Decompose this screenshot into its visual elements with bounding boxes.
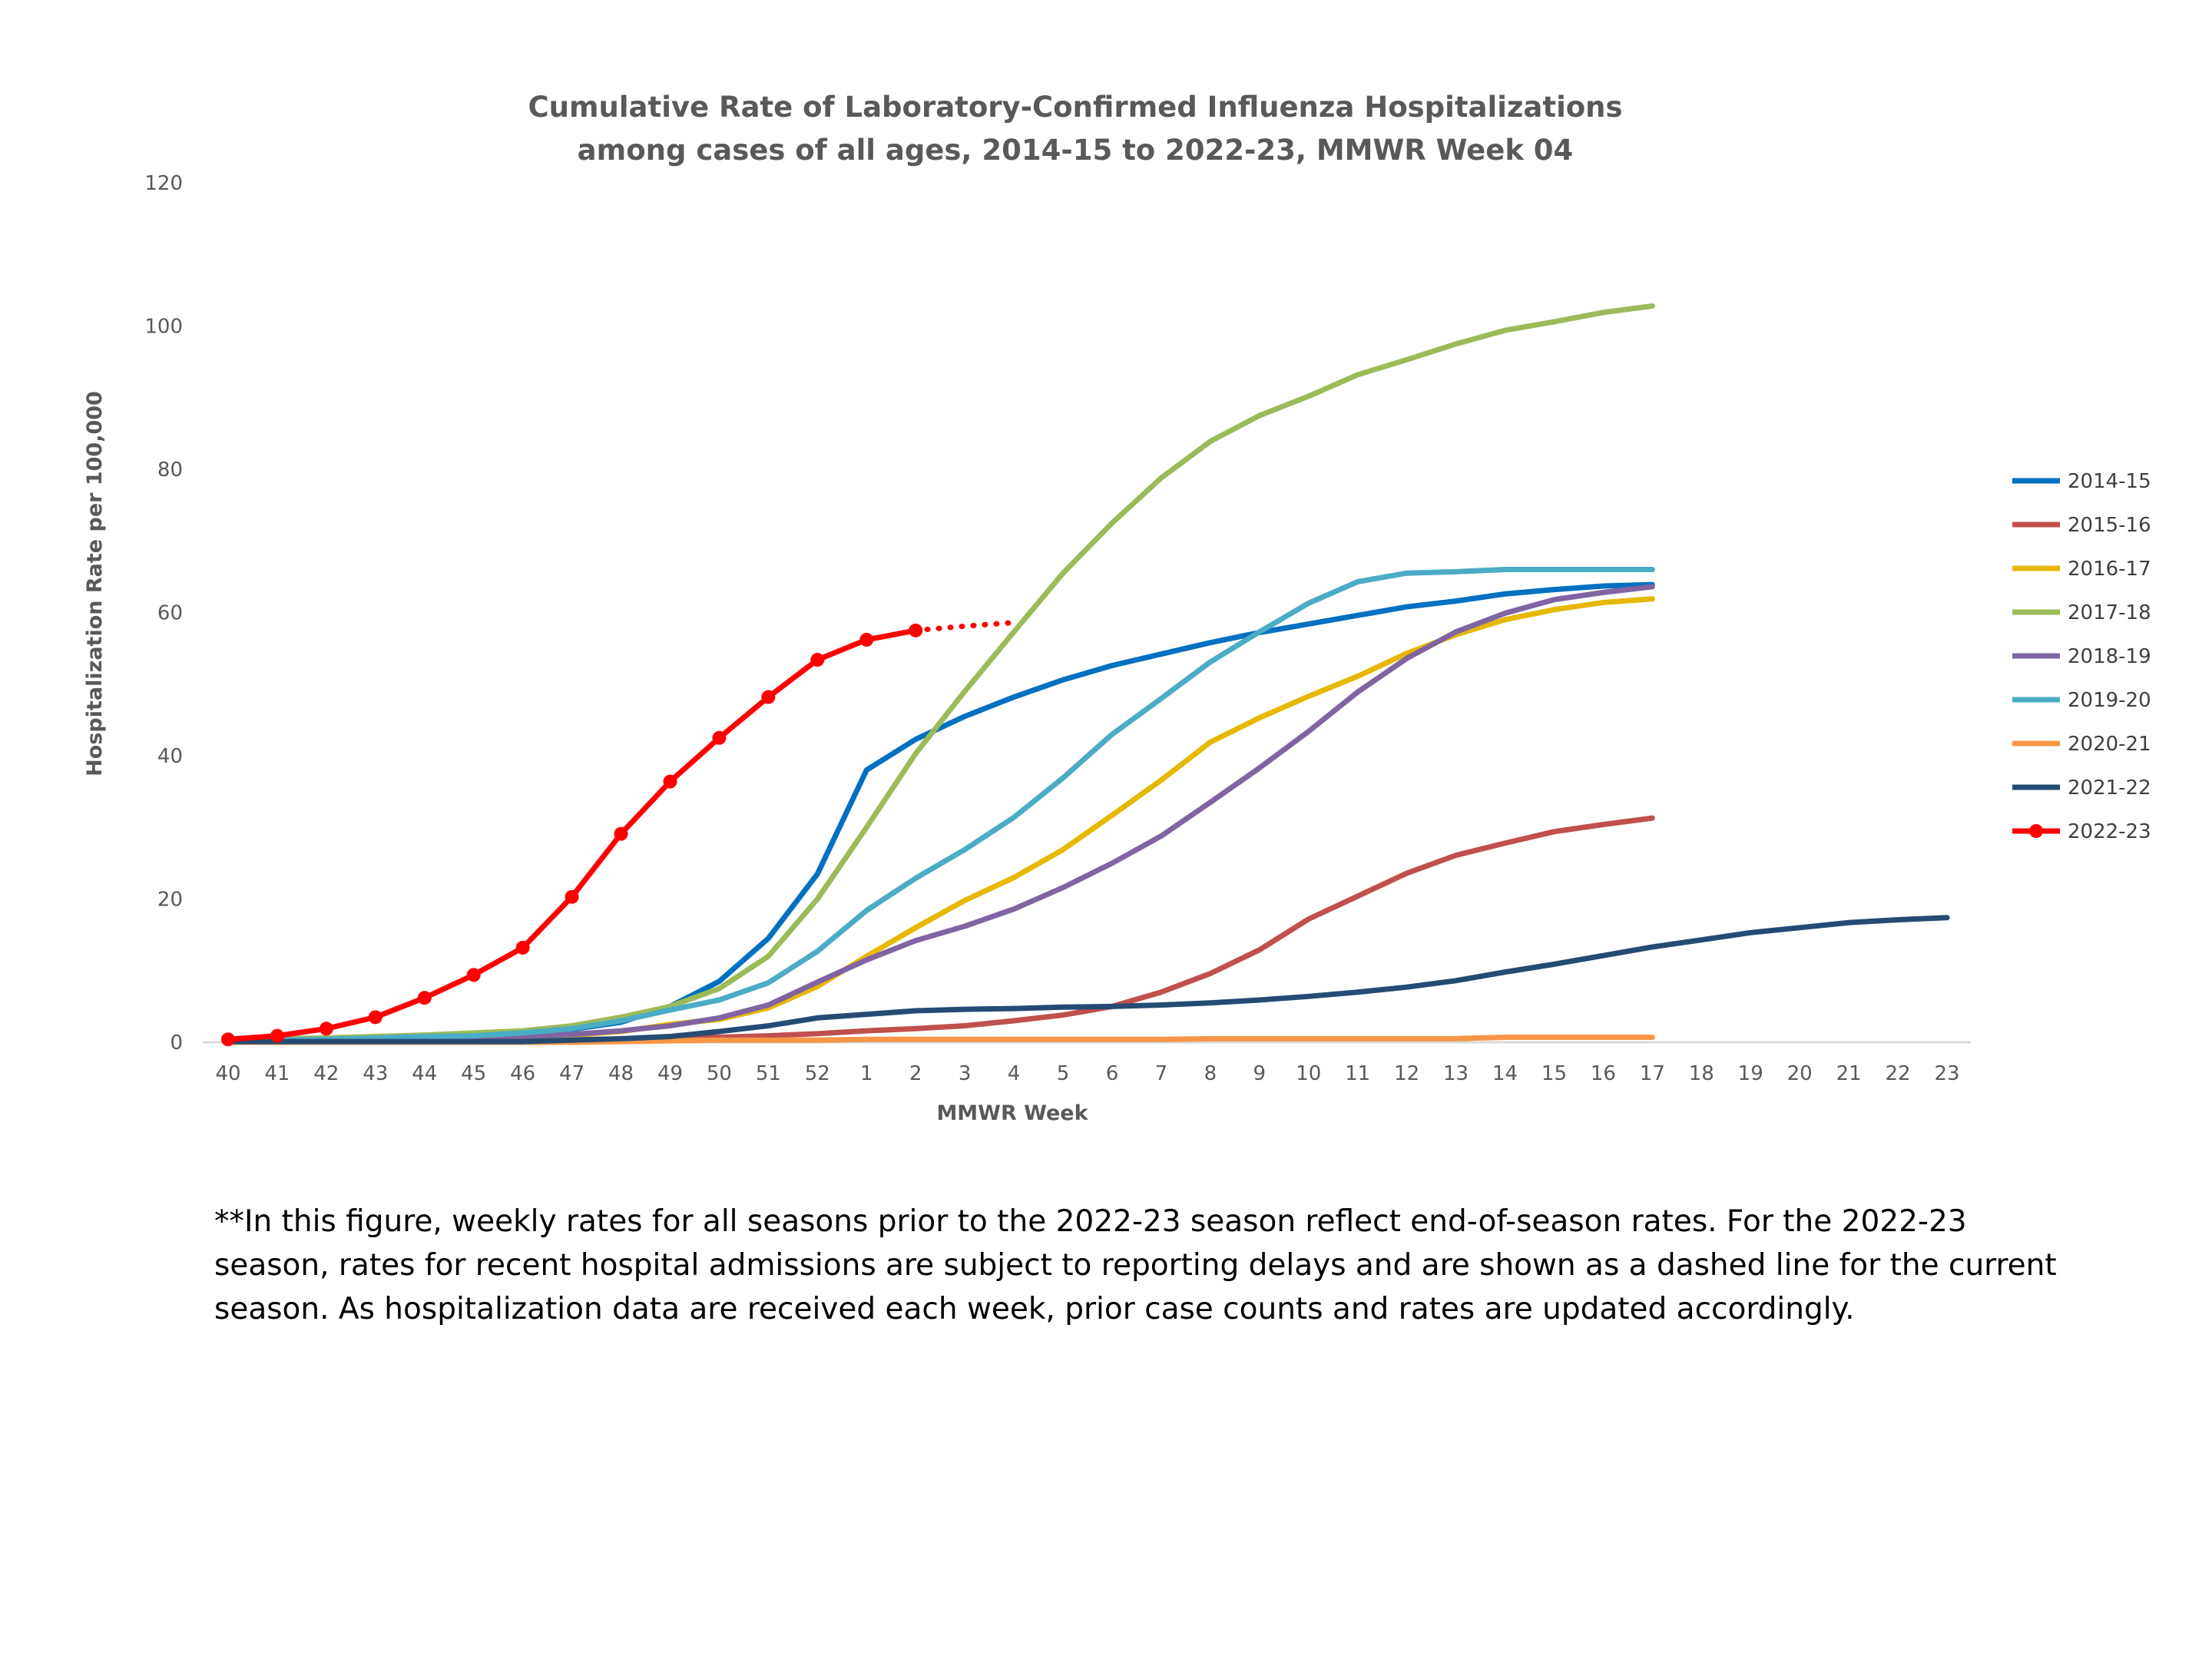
legend-label: 2020-21 <box>2068 733 2151 756</box>
footnote: **In this figure, weekly rates for all s… <box>214 1204 2057 1326</box>
x-tick-label: 5 <box>1057 1062 1070 1085</box>
x-tick-label: 41 <box>264 1062 290 1085</box>
x-tick-label: 46 <box>510 1062 535 1085</box>
x-tick-label: 22 <box>1886 1062 1911 1085</box>
y-tick-label: 40 <box>157 745 183 768</box>
x-tick-label: 14 <box>1492 1062 1518 1085</box>
x-tick-label: 3 <box>959 1062 972 1085</box>
series-line-2017-18 <box>225 303 1655 1043</box>
series-dashed-line-2022-23 <box>912 620 1017 634</box>
data-point-2022-23 <box>712 730 727 745</box>
y-tick-label: 100 <box>144 316 183 339</box>
x-tick-label: 19 <box>1738 1062 1763 1085</box>
legend-marker-2022-23 <box>2029 824 2043 838</box>
legend-label: 2015-16 <box>2068 514 2151 537</box>
y-tick-label: 80 <box>157 459 183 482</box>
x-tick-label: 51 <box>756 1062 781 1085</box>
chart-subtitle: among cases of all ages, 2014-15 to 2022… <box>578 134 1574 167</box>
x-tick-label: 52 <box>805 1062 830 1085</box>
series-line-2014-15 <box>225 581 1655 1044</box>
series-line-2018-19 <box>225 584 1655 1045</box>
y-tick-label: 0 <box>170 1031 183 1055</box>
x-tick-label: 13 <box>1443 1062 1469 1085</box>
legend-label: 2018-19 <box>2068 645 2151 668</box>
x-axis-label: MMWR Week <box>936 1101 1088 1125</box>
data-point-2022-23 <box>368 1010 382 1025</box>
x-tick-label: 15 <box>1541 1062 1567 1085</box>
x-tick-label: 7 <box>1155 1062 1168 1085</box>
x-tick-label: 2 <box>909 1062 922 1085</box>
x-tick-label: 48 <box>608 1062 634 1085</box>
x-tick-label: 47 <box>559 1062 584 1085</box>
x-tick-label: 43 <box>363 1062 388 1085</box>
data-point-2022-23 <box>270 1028 284 1043</box>
x-tick-label: 42 <box>313 1062 339 1085</box>
data-point-2022-23 <box>859 632 874 647</box>
x-tick-label: 6 <box>1106 1062 1119 1085</box>
x-tick-label: 10 <box>1296 1062 1321 1085</box>
x-tick-label: 18 <box>1689 1062 1714 1085</box>
y-axis-label: Hospitalization Rate per 100,000 <box>83 391 107 777</box>
y-tick-label: 60 <box>157 602 183 625</box>
series-line-2022-23 <box>225 628 919 1042</box>
series-group <box>221 303 1950 1047</box>
data-point-2022-23 <box>319 1022 333 1036</box>
series-line-2019-20 <box>225 567 1655 1044</box>
x-tick-label: 8 <box>1204 1062 1217 1085</box>
data-point-2022-23 <box>221 1032 235 1047</box>
data-point-2022-23 <box>466 968 481 982</box>
x-tick-label: 45 <box>461 1062 486 1085</box>
x-tick-label: 9 <box>1253 1062 1267 1085</box>
legend-label: 2022-23 <box>2068 820 2151 843</box>
x-tick-label: 20 <box>1787 1062 1813 1085</box>
data-point-2022-23 <box>761 690 776 704</box>
x-tick-label: 4 <box>1008 1062 1021 1085</box>
x-tick-label: 50 <box>707 1062 732 1085</box>
x-tick-label: 17 <box>1640 1062 1665 1085</box>
data-point-2022-23 <box>663 774 677 789</box>
legend: 2014-15 2015-16 2016-17 2017-18 2018-19 2019-… <box>2012 470 2151 843</box>
legend-label: 2021-22 <box>2068 777 2151 800</box>
data-point-2022-23 <box>417 991 432 1005</box>
chart-title: Cumulative Rate of Laboratory-Confirmed … <box>528 91 1622 124</box>
data-point-2022-23 <box>909 623 923 637</box>
x-tick-label: 49 <box>657 1062 683 1085</box>
series-line-2021-22 <box>225 915 1950 1045</box>
data-point-2022-23 <box>810 653 825 667</box>
x-tick-label: 44 <box>412 1062 437 1085</box>
data-point-2022-23 <box>565 889 579 904</box>
series-line-2016-17 <box>225 596 1655 1045</box>
x-tick-label: 11 <box>1345 1062 1370 1085</box>
x-tick-label: 40 <box>215 1062 240 1085</box>
y-tick-label: 120 <box>144 172 183 195</box>
data-point-2022-23 <box>515 940 530 955</box>
legend-label: 2017-18 <box>2068 601 2151 624</box>
x-tick-label: 1 <box>860 1062 873 1085</box>
legend-label: 2016-17 <box>2068 558 2151 581</box>
data-point-2022-23 <box>614 826 628 841</box>
legend-label: 2019-20 <box>2068 689 2151 712</box>
x-tick-label: 21 <box>1836 1062 1862 1085</box>
x-tick-label: 16 <box>1591 1062 1616 1085</box>
x-tick-label: 23 <box>1934 1062 1959 1085</box>
y-tick-label: 20 <box>157 889 183 912</box>
legend-label: 2014-15 <box>2068 470 2151 493</box>
x-tick-label: 12 <box>1394 1062 1419 1085</box>
